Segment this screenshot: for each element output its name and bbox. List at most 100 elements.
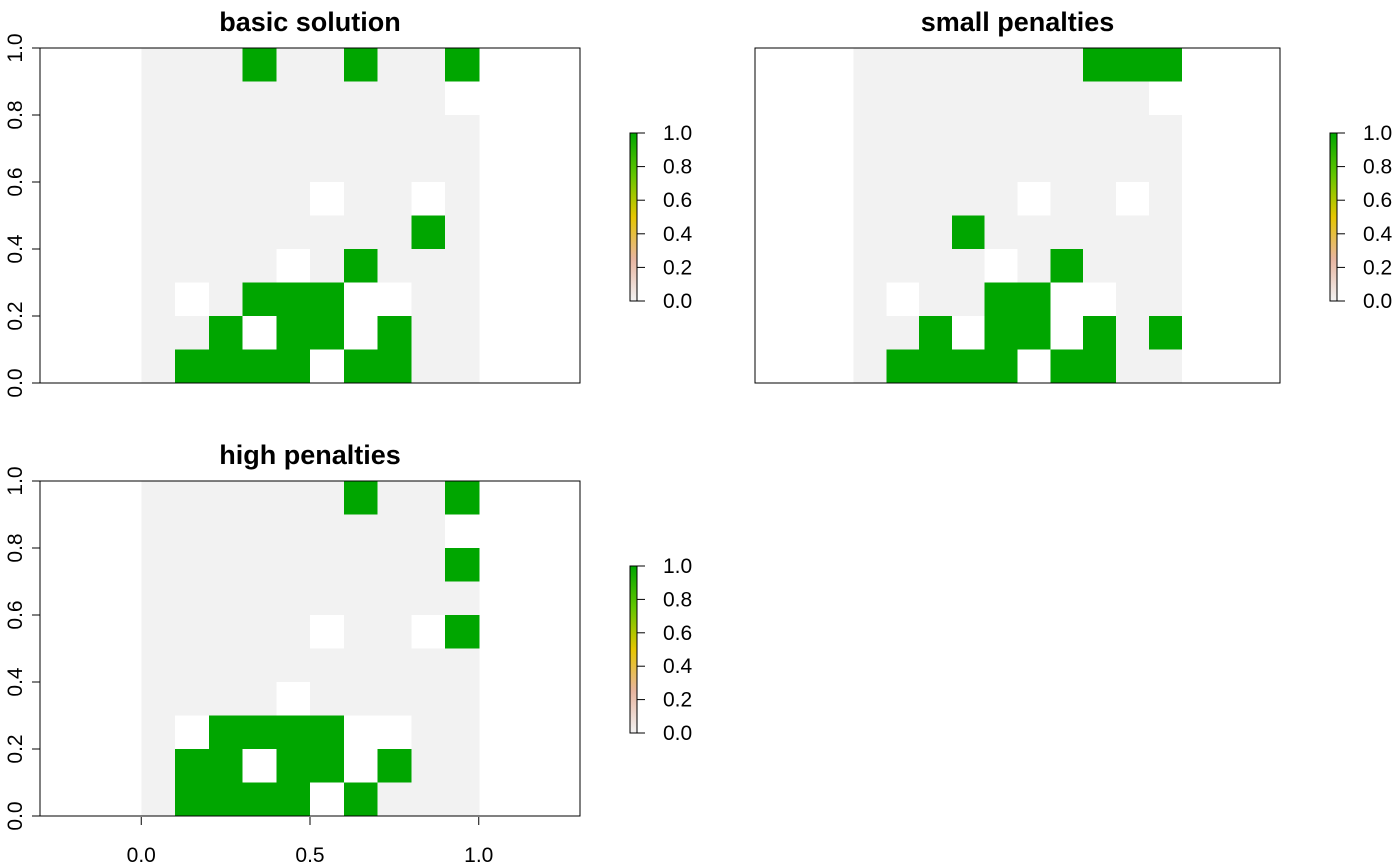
heatmap-cell [886, 349, 920, 384]
y-tick-label: 1.0 [4, 466, 27, 495]
heatmap-cell [1115, 316, 1150, 351]
heatmap-cell [1148, 349, 1183, 384]
heatmap-cell [984, 182, 1019, 217]
heatmap-cell [411, 148, 446, 183]
heatmap-cell [377, 349, 412, 384]
heatmap-cell [886, 115, 920, 150]
heatmap-cell [445, 715, 480, 750]
heatmap-cell [276, 115, 311, 150]
plot-frame [754, 47, 1281, 384]
heatmap-cell [208, 182, 244, 217]
heatmap-cell [853, 115, 887, 150]
heatmap-cell [919, 249, 953, 284]
heatmap-cell [1050, 282, 1084, 317]
heatmap-cell [242, 81, 277, 116]
heatmap-cell [1115, 115, 1150, 150]
heatmap-cell [141, 115, 176, 150]
heatmap-cell [141, 481, 176, 516]
heatmap-cell [242, 648, 277, 683]
heatmap-cell [208, 282, 244, 317]
heatmap-cell [141, 316, 176, 351]
heatmap-cell [343, 749, 379, 784]
heatmap-cell [1017, 115, 1051, 150]
heatmap-cell [310, 249, 345, 284]
colorbar-tick-label: 0.8 [663, 156, 692, 179]
heatmap-cell [175, 349, 210, 384]
heatmap-cell [141, 648, 176, 683]
heatmap-cell [1050, 148, 1084, 183]
colorbar-tick-label: 0.2 [663, 689, 692, 712]
heatmap-cell [1115, 249, 1150, 284]
heatmap-cell [411, 648, 446, 683]
heatmap-cell [1115, 215, 1150, 250]
heatmap-cell [175, 615, 210, 650]
heatmap-cell [276, 514, 311, 549]
heatmap-cell [853, 316, 887, 351]
heatmap-cell [310, 182, 345, 217]
heatmap-cell [343, 215, 379, 250]
heatmap-cell [343, 648, 379, 683]
heatmap-cell [343, 581, 379, 616]
heatmap-cell [919, 81, 953, 116]
heatmap-cell [853, 215, 887, 250]
heatmap-cell [951, 349, 986, 384]
heatmap-cell [141, 148, 176, 183]
heatmap-cell [175, 581, 210, 616]
colorbar-tick-label: 0.6 [663, 622, 692, 645]
y-tick-label: 0.6 [4, 167, 27, 196]
plot-frame [39, 47, 581, 384]
heatmap-cell [919, 48, 953, 83]
heatmap-cell [1115, 349, 1150, 384]
heatmap-cell [445, 215, 480, 250]
heatmap-cell [310, 615, 345, 650]
heatmap-cell [411, 782, 446, 817]
heatmap-cell [343, 48, 379, 83]
heatmap-cell [276, 715, 311, 750]
heatmap-cell [208, 749, 244, 784]
heatmap-cell [175, 81, 210, 116]
heatmap-cell [343, 182, 379, 217]
heatmap-cell [276, 316, 311, 351]
heatmap-cell [377, 249, 412, 284]
colorbar-tick-label: 0.0 [663, 722, 692, 745]
heatmap-cell [919, 215, 953, 250]
colorbar [629, 565, 638, 734]
heatmap-cell [853, 148, 887, 183]
heatmap-cell [310, 48, 345, 83]
heatmap-cell [411, 215, 446, 250]
heatmap-cell [1148, 115, 1183, 150]
heatmap-cell [310, 514, 345, 549]
heatmap-cell [208, 615, 244, 650]
heatmap-cell [310, 782, 345, 817]
heatmap-cell [984, 249, 1019, 284]
heatmap-cell [1083, 215, 1117, 250]
heatmap-cell [853, 249, 887, 284]
heatmap-cell [886, 182, 920, 217]
heatmap-cell [1017, 316, 1051, 351]
heatmap-cell [208, 548, 244, 583]
heatmap-cell [141, 682, 176, 717]
heatmap-cell [310, 215, 345, 250]
heatmap-cell [445, 548, 480, 583]
heatmap-cell [310, 715, 345, 750]
colorbar-tick-label: 0.4 [663, 223, 693, 246]
heatmap-cell [208, 349, 244, 384]
heatmap-cell [141, 548, 176, 583]
heatmap-cell [175, 481, 210, 516]
heatmap-cell [411, 715, 446, 750]
heatmap-cell [343, 682, 379, 717]
heatmap-cell [445, 749, 480, 784]
heatmap-cell [175, 715, 210, 750]
heatmap-cell [310, 749, 345, 784]
heatmap-cell [242, 148, 277, 183]
heatmap-cell [1148, 81, 1183, 116]
heatmap-cell [141, 215, 176, 250]
heatmap-cell [886, 316, 920, 351]
heatmap-cell [208, 481, 244, 516]
heatmap-cell [411, 682, 446, 717]
heatmap-cell [1050, 215, 1084, 250]
heatmap-cell [1115, 182, 1150, 217]
heatmap-cell [208, 581, 244, 616]
heatmap-cell [377, 182, 412, 217]
